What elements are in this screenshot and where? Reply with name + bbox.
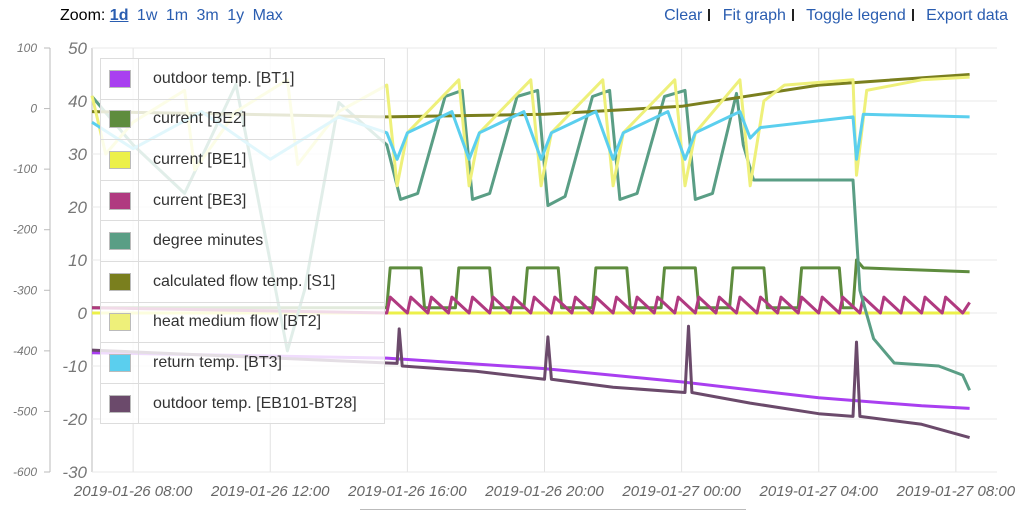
legend-color-swatch [108, 313, 131, 332]
legend-item[interactable]: return temp. [BT3] [101, 342, 384, 384]
legend-item[interactable]: current [BE3] [101, 180, 384, 222]
y-right-tick-label: 30 [68, 145, 87, 164]
range-selector[interactable] [360, 509, 746, 510]
legend-label: current [BE3] [153, 191, 247, 209]
zoom-label: Zoom: [60, 7, 106, 24]
x-tick-label: 2019-01-26 12:00 [210, 483, 330, 500]
legend-color-swatch [108, 110, 131, 129]
toggle-legend-link[interactable]: Toggle legend [806, 7, 906, 24]
y-left-tick-label: -400 [13, 344, 37, 358]
y-left-tick-label: 0 [30, 102, 37, 116]
legend-label: heat medium flow [BT2] [153, 313, 322, 331]
legend-label: current [BE2] [153, 110, 247, 128]
clear-link[interactable]: Clear [664, 7, 703, 24]
legend-color-swatch [108, 232, 131, 251]
x-tick-label: 2019-01-26 08:00 [73, 483, 193, 500]
y-left-tick-label: -200 [13, 223, 37, 237]
legend-item[interactable]: heat medium flow [BT2] [101, 302, 384, 344]
zoom-1m[interactable]: 1m [165, 7, 189, 24]
zoom-1y[interactable]: 1y [227, 7, 245, 24]
legend-color-swatch [108, 191, 131, 210]
zoom-max[interactable]: Max [252, 7, 283, 24]
series-line-8 [91, 324, 971, 440]
x-tick-label: 2019-01-27 04:00 [759, 483, 879, 500]
legend-color-swatch [108, 272, 131, 291]
legend-swatch-cell [101, 384, 139, 425]
legend-item[interactable]: current [BE1] [101, 139, 384, 181]
legend-color-swatch [108, 395, 131, 414]
y-right-tick-label: 50 [68, 39, 87, 58]
y-right-tick-label: 20 [67, 198, 87, 217]
export-data-link[interactable]: Export data [926, 7, 1008, 24]
x-tick-label: 2019-01-27 00:00 [621, 483, 741, 500]
legend-label: return temp. [BT3] [153, 353, 282, 371]
legend-label: outdoor temp. [BT1] [153, 69, 295, 87]
x-tick-label: 2019-01-26 16:00 [347, 483, 467, 500]
y-left-tick-label: -300 [13, 283, 37, 297]
zoom-bar: Zoom: 1d 1w 1m 3m 1y Max [60, 7, 287, 25]
legend-color-swatch [108, 150, 131, 169]
legend-label: outdoor temp. [EB101-BT28] [153, 395, 357, 413]
legend-item[interactable]: degree minutes [101, 221, 384, 262]
y-left-tick-label: -600 [13, 465, 37, 479]
legend-color-swatch [108, 353, 131, 372]
y-left-tick-label: 100 [17, 41, 37, 55]
legend-swatch-cell [101, 58, 139, 99]
legend-item[interactable]: current [BE2] [101, 99, 384, 141]
legend-swatch-cell [101, 342, 139, 383]
fit-graph-link[interactable]: Fit graph [722, 7, 786, 24]
y-right-tick-label: -20 [62, 410, 87, 429]
legend-swatch-cell [101, 180, 139, 221]
legend-swatch-cell [101, 99, 139, 140]
legend-label: calculated flow temp. [S1] [153, 272, 336, 290]
y-right-tick-label: 40 [68, 92, 87, 111]
x-tick-label: 2019-01-26 20:00 [484, 483, 604, 500]
legend-label: degree minutes [153, 232, 264, 250]
series-line-1 [92, 258, 970, 310]
y-right-tick-label: -30 [62, 463, 87, 482]
y-left-tick-label: -500 [13, 404, 37, 418]
separator [708, 9, 711, 21]
y-right-tick-label: 10 [68, 251, 87, 270]
legend-swatch-cell [101, 261, 139, 302]
legend-item[interactable]: outdoor temp. [BT1] [101, 58, 384, 100]
legend-swatch-cell [101, 221, 139, 262]
separator [911, 9, 914, 21]
zoom-3m[interactable]: 3m [196, 7, 219, 24]
zoom-1d[interactable]: 1d [109, 7, 129, 24]
legend-label: current [BE1] [153, 150, 247, 168]
zoom-1w[interactable]: 1w [136, 7, 158, 24]
legend-swatch-cell [101, 139, 139, 180]
y-right-tick-label: -10 [62, 357, 87, 376]
series-line-0 [91, 351, 970, 410]
action-links: Clear Fit graph Toggle legend Export dat… [664, 7, 1012, 25]
legend: outdoor temp. [BT1] current [BE2] current … [100, 58, 385, 425]
y-left-tick-label: -100 [13, 162, 37, 176]
legend-color-swatch [108, 69, 131, 88]
separator [791, 9, 794, 21]
legend-item[interactable]: outdoor temp. [EB101-BT28] [101, 384, 384, 425]
legend-swatch-cell [101, 302, 139, 343]
y-right-tick-label: 0 [78, 304, 88, 323]
series-line-3 [91, 295, 971, 315]
legend-item[interactable]: calculated flow temp. [S1] [101, 261, 384, 303]
x-tick-label: 2019-01-27 08:00 [896, 483, 1016, 500]
